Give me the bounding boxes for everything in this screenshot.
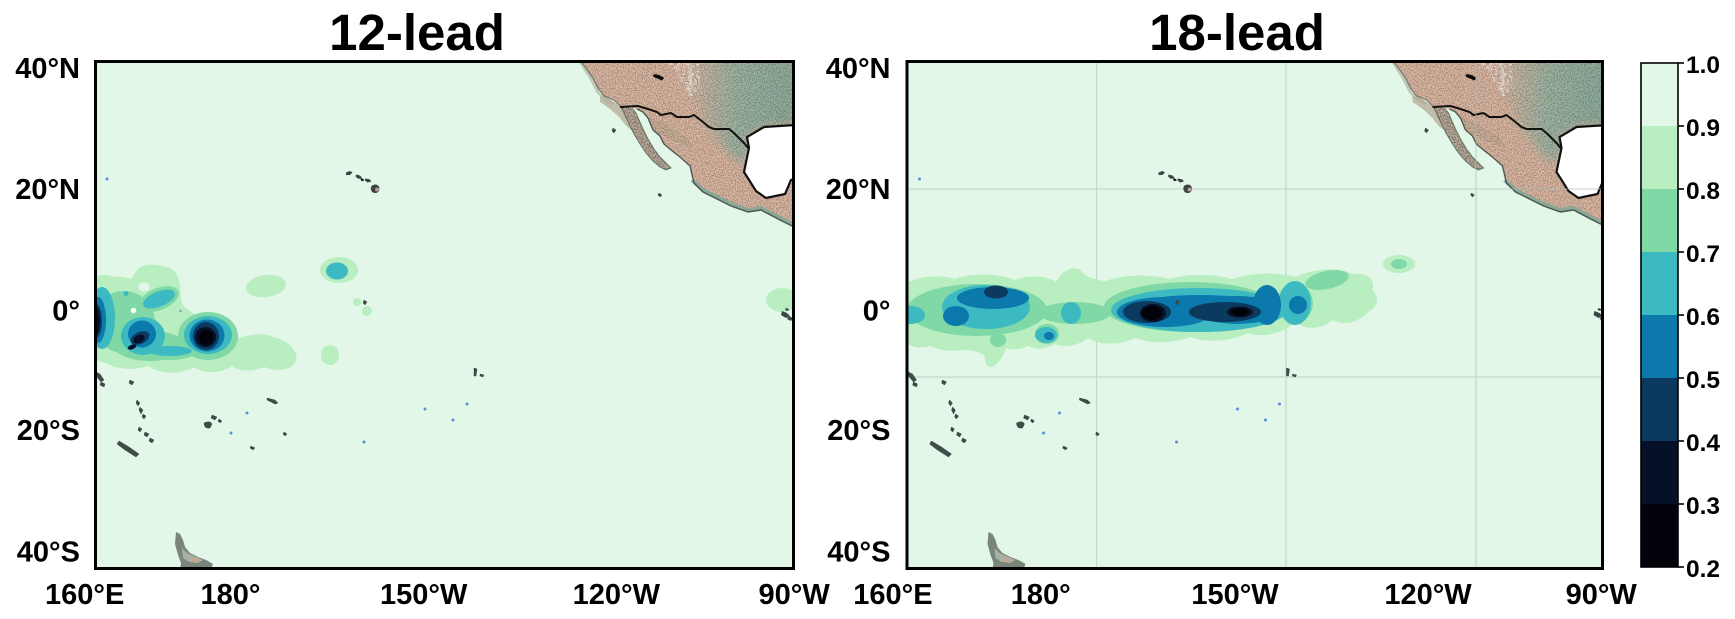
svg-text:0.6: 0.6 <box>1686 304 1720 331</box>
svg-text:120°W: 120°W <box>1384 579 1472 611</box>
svg-text:160°E: 160°E <box>853 579 932 611</box>
svg-text:1.0: 1.0 <box>1686 52 1720 79</box>
svg-text:40°N: 40°N <box>826 53 891 85</box>
svg-text:20°S: 20°S <box>827 415 890 447</box>
svg-text:20°N: 20°N <box>15 174 80 206</box>
svg-text:0°: 0° <box>52 296 80 328</box>
svg-text:40°N: 40°N <box>15 53 80 85</box>
svg-text:0.3: 0.3 <box>1686 493 1720 520</box>
svg-text:160°E: 160°E <box>45 579 124 611</box>
svg-text:180°: 180° <box>201 579 261 611</box>
svg-text:20°S: 20°S <box>17 415 80 447</box>
svg-text:40°S: 40°S <box>17 537 80 569</box>
svg-text:0.7: 0.7 <box>1686 241 1720 268</box>
svg-text:150°W: 150°W <box>380 579 468 611</box>
svg-text:18-lead: 18-lead <box>1149 4 1325 61</box>
svg-text:20°N: 20°N <box>826 174 891 206</box>
svg-text:12-lead: 12-lead <box>329 4 505 61</box>
svg-text:0.4: 0.4 <box>1686 430 1720 457</box>
svg-text:0.2: 0.2 <box>1686 556 1720 583</box>
svg-text:0°: 0° <box>863 296 891 328</box>
svg-text:0.8: 0.8 <box>1686 178 1720 205</box>
svg-text:180°: 180° <box>1011 579 1071 611</box>
svg-text:0.5: 0.5 <box>1686 367 1720 394</box>
svg-text:150°W: 150°W <box>1191 579 1279 611</box>
svg-text:120°W: 120°W <box>573 579 661 611</box>
svg-text:90°W: 90°W <box>1566 579 1638 611</box>
svg-text:40°S: 40°S <box>827 537 890 569</box>
svg-text:90°W: 90°W <box>758 579 830 611</box>
svg-text:0.9: 0.9 <box>1686 115 1720 142</box>
